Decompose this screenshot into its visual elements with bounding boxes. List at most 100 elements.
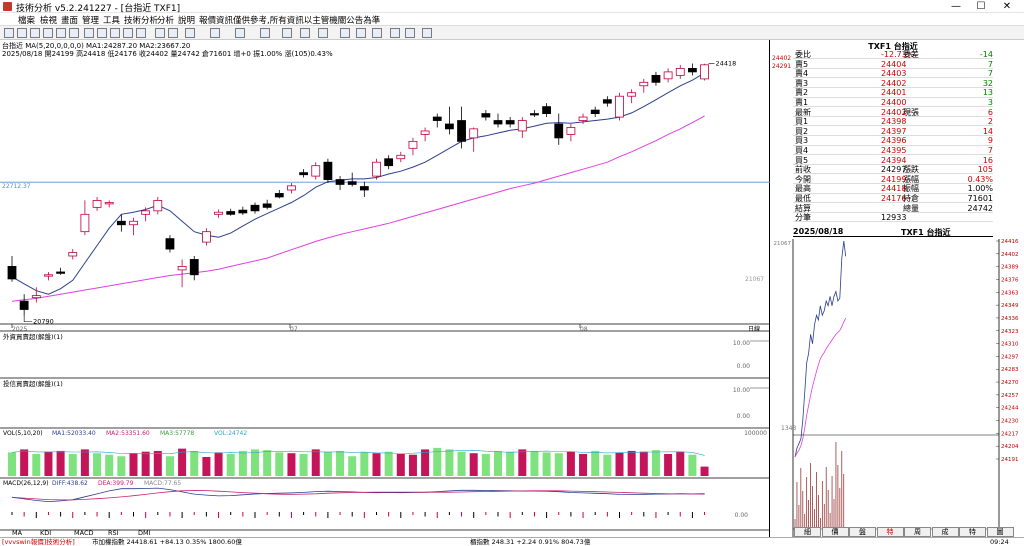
fan-tool-icon[interactable]: [390, 28, 400, 38]
quote-tab[interactable]: 成: [931, 527, 959, 537]
volume-bar: [639, 451, 648, 476]
volume-bar: [93, 453, 102, 476]
menu-tools[interactable]: 工具: [103, 16, 121, 26]
quote-row: 今開 24199 漲幅 0.43%: [793, 175, 993, 185]
candle: [493, 113, 503, 128]
indicator-tab-macd[interactable]: MACD: [74, 529, 94, 537]
candle: [214, 209, 223, 218]
period-5-icon[interactable]: [136, 28, 146, 38]
menu-analysis[interactable]: 分析: [157, 16, 175, 26]
volume-bar: [153, 450, 162, 476]
ellipse-tool-icon[interactable]: [300, 28, 310, 38]
volume-bar: [566, 451, 575, 476]
candle: [469, 127, 479, 152]
quote-tabs: 細價盤特周成特圖: [794, 527, 1024, 537]
volume-bar: [202, 457, 211, 476]
candle-down: [238, 209, 248, 214]
period-2-icon[interactable]: [97, 28, 107, 38]
quote-tab[interactable]: 圖: [986, 527, 1014, 537]
candle: [177, 259, 187, 288]
quote-key: 分筆: [795, 213, 811, 223]
text-tool-icon[interactable]: [340, 28, 350, 38]
candle-up: [44, 274, 53, 277]
pen-icon[interactable]: [260, 28, 270, 38]
volume-bar: [421, 449, 430, 476]
candle: [688, 63, 697, 76]
grid-icon[interactable]: [210, 28, 220, 38]
quote-key2: 持倉: [903, 194, 919, 203]
indicator-tab-dmi[interactable]: DMI: [138, 529, 151, 537]
draw-line-icon[interactable]: [155, 28, 165, 38]
candle: [250, 202, 260, 214]
minimize-button[interactable]: —: [951, 1, 961, 12]
menu-view[interactable]: 檢視: [40, 16, 58, 26]
candle-up: [311, 165, 321, 177]
volume-bar: [214, 452, 223, 476]
bars-icon[interactable]: [185, 28, 195, 38]
volume-bar: [603, 454, 612, 476]
indicator-tab-rsi[interactable]: RSI: [108, 529, 119, 537]
quote-tab[interactable]: 細: [794, 527, 821, 537]
candle-down: [530, 113, 539, 116]
candle: [700, 63, 709, 81]
layout-tool-icon[interactable]: [69, 28, 79, 38]
quote-side-ma: 24291: [772, 63, 792, 70]
quote-tab[interactable]: 特: [876, 527, 904, 537]
menu-file[interactable]: 檔案: [18, 16, 36, 26]
volume-bar: [105, 454, 114, 476]
candle-up: [639, 81, 649, 87]
chart-type-icon[interactable]: [168, 28, 178, 38]
fib-tool-icon[interactable]: [356, 28, 366, 38]
status-clock: 09:24: [990, 538, 1009, 546]
quote-row: 賣1 24400 3: [793, 98, 993, 108]
candle: [80, 200, 90, 236]
pointer-tool-icon[interactable]: [4, 28, 14, 38]
volume-bar: [251, 449, 259, 476]
channel-tool-icon[interactable]: [372, 28, 382, 38]
candle: [651, 71, 661, 86]
menu-screen[interactable]: 畫面: [61, 16, 79, 26]
zoom-out-icon[interactable]: [43, 28, 53, 38]
quote-tab[interactable]: 盤: [849, 527, 876, 537]
circle-tool-icon[interactable]: [318, 28, 328, 38]
menu-help[interactable]: 說明: [178, 16, 196, 26]
quote-key: 賣3: [795, 78, 809, 88]
quote-key2: 振幅: [903, 184, 919, 194]
menu-bar: 檔案 檢視 畫面 管理 工具 技術分析 分析 說明 報價資訊僅供參考,所有資訊以…: [0, 13, 1024, 26]
intraday-price-label: 24363: [1001, 290, 1019, 296]
zoom-in-icon[interactable]: [30, 28, 40, 38]
candle: [189, 256, 199, 281]
arrow-tool-icon[interactable]: [405, 28, 415, 38]
volume-bar: [129, 453, 138, 476]
quote-tab[interactable]: 價: [821, 527, 849, 537]
intraday-vol-label: 1343: [781, 425, 796, 432]
save-icon[interactable]: [422, 28, 432, 38]
candle: [287, 183, 296, 194]
candle-down: [457, 120, 466, 142]
color-tool-icon[interactable]: [56, 28, 66, 38]
intraday-date: 2025/08/18: [793, 227, 844, 236]
chart-canvas[interactable]: 22712.37 24418 20790 21067 2025 07 08 日線外資買賣超(解…: [0, 40, 770, 537]
rect-tool-icon[interactable]: [282, 28, 292, 38]
period-4-icon[interactable]: [123, 28, 133, 38]
volume-bar: [226, 453, 235, 476]
indicator-tab-ma[interactable]: MA: [12, 529, 23, 537]
ma1-line: [11, 72, 705, 295]
maximize-button[interactable]: ☐: [976, 1, 986, 12]
close-button[interactable]: ✕: [1002, 1, 1012, 12]
volume-ma-line: [11, 449, 705, 456]
period-1-icon[interactable]: [84, 28, 94, 38]
candle-down: [335, 179, 345, 185]
indicator-tab-kdi[interactable]: KDI: [40, 529, 52, 537]
chart-area[interactable]: 台指近 MA(5,20,0,0,0,0) MA1:24287.20 MA2:23…: [0, 40, 770, 537]
intraday-chart[interactable]: 21067 24416 24402 24389 24376 24363 24349 24336…: [771, 237, 1024, 537]
quote-tab[interactable]: 特: [959, 527, 986, 537]
menu-technical[interactable]: 技術分析: [124, 16, 159, 26]
menu-manage[interactable]: 管理: [82, 16, 100, 26]
quote-value2: -14: [979, 50, 993, 59]
cross-tool-icon[interactable]: [17, 28, 27, 38]
volume-bar: [348, 456, 357, 476]
ruler-icon[interactable]: [235, 28, 245, 38]
quote-tab[interactable]: 周: [904, 527, 931, 537]
period-3-icon[interactable]: [110, 28, 120, 38]
